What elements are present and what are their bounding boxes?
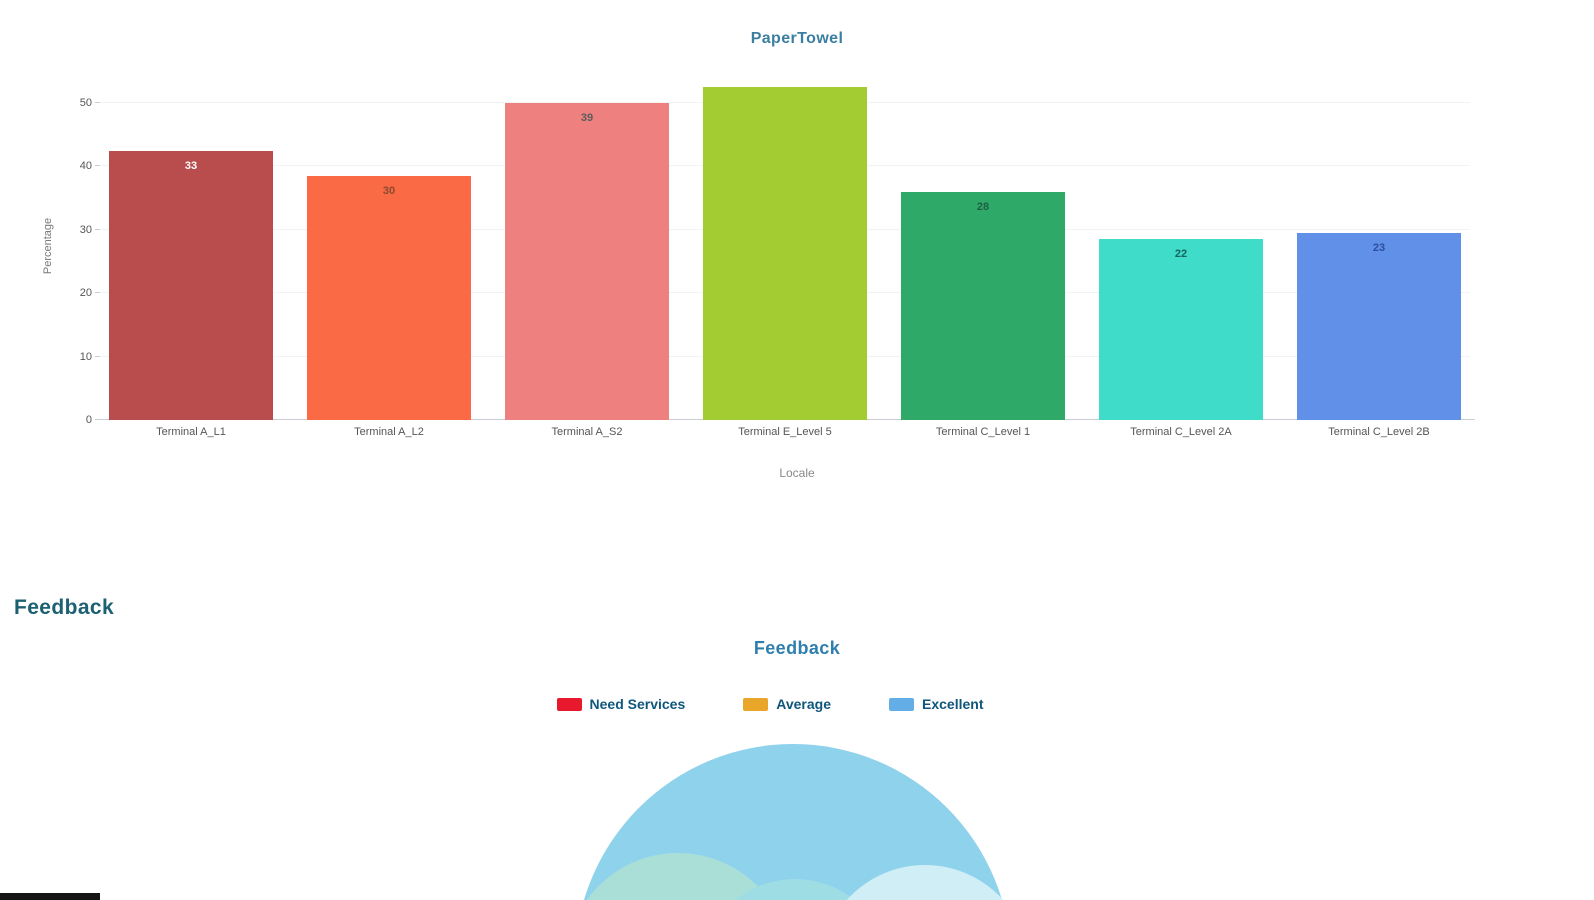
x-tick-label: Terminal A_S2 <box>551 426 623 438</box>
legend-item[interactable]: Excellent <box>889 696 983 712</box>
y-tick-label: 30 <box>79 223 92 236</box>
bar-value-label: 22 <box>1174 248 1188 261</box>
bar[interactable]: 22 <box>1099 239 1263 420</box>
pie-svg <box>566 744 1030 900</box>
bar-value-label: 28 <box>976 200 990 213</box>
x-tick-label: Terminal A_L1 <box>156 426 226 438</box>
bar[interactable] <box>703 87 867 420</box>
y-tick-label: 50 <box>79 97 92 109</box>
feedback-pie-chart[interactable] <box>0 735 1594 900</box>
x-axis-label: Locale <box>779 466 815 480</box>
y-tick-label: 0 <box>85 414 92 426</box>
x-tick-label: Terminal C_Level 2B <box>1328 426 1430 438</box>
bar[interactable]: 23 <box>1297 232 1461 420</box>
feedback-chart-title: Feedback <box>753 638 841 658</box>
x-tick-label: Terminal A_L2 <box>354 426 424 438</box>
y-tick-mark <box>95 228 100 230</box>
y-tick-mark <box>95 165 100 167</box>
legend-item[interactable]: Average <box>743 696 831 712</box>
y-tick-mark <box>95 102 100 103</box>
bottom-left-strip <box>0 893 100 900</box>
legend-swatch <box>743 697 769 711</box>
x-tick-labels: Terminal A_L1 Terminal A_L2 Terminal A_S2 T… <box>100 426 1470 438</box>
y-axis-label: Percentage <box>42 217 54 275</box>
papertowel-chart-title: PaperTowel <box>750 30 844 47</box>
bar-value-label: 33 <box>184 159 198 172</box>
legend-swatch <box>889 697 914 711</box>
legend-label: Need Services <box>589 696 686 712</box>
y-tick-label: 20 <box>79 287 92 300</box>
y-tick-mark <box>95 419 100 420</box>
bar[interactable]: 30 <box>307 175 471 420</box>
legend-label: Excellent <box>922 696 984 712</box>
pie-slice-mid[interactable] <box>699 879 891 900</box>
legend-item[interactable]: Need Services <box>556 696 686 712</box>
x-tick-label: Terminal E_Level 5 <box>738 426 832 438</box>
y-tick-label: 10 <box>79 350 92 363</box>
bar[interactable]: 39 <box>505 103 669 420</box>
y-tick-mark <box>95 292 100 294</box>
bar-value-label: 30 <box>382 184 396 197</box>
bar-value-label: 39 <box>580 112 594 124</box>
bar[interactable]: 28 <box>901 191 1065 420</box>
bar-value-label: 23 <box>1372 241 1386 254</box>
bars-container: 33 30 39 28 22 23 <box>100 60 1470 420</box>
x-tick-label: Terminal C_Level 1 <box>935 426 1031 438</box>
x-tick-label: Terminal C_Level 2A <box>1130 426 1232 438</box>
pie-legend: Need Services Average Excellent <box>0 696 1540 712</box>
legend-swatch <box>556 697 582 711</box>
bar-plot-area: 33 30 39 28 22 23 0 10 20 30 40 50 <box>80 60 1475 426</box>
pie-slice-left[interactable] <box>566 853 790 900</box>
pie-slice-right[interactable] <box>820 865 1030 900</box>
y-tick-mark <box>95 355 100 357</box>
y-tick-label: 40 <box>79 160 92 173</box>
legend-label: Average <box>776 696 831 712</box>
papertowel-chart: PaperTowel Percentage 33 30 39 28 22 23 0 10 20… <box>42 30 1475 480</box>
feedback-section-heading: Feedback <box>14 596 115 619</box>
bar[interactable]: 33 <box>109 150 273 420</box>
